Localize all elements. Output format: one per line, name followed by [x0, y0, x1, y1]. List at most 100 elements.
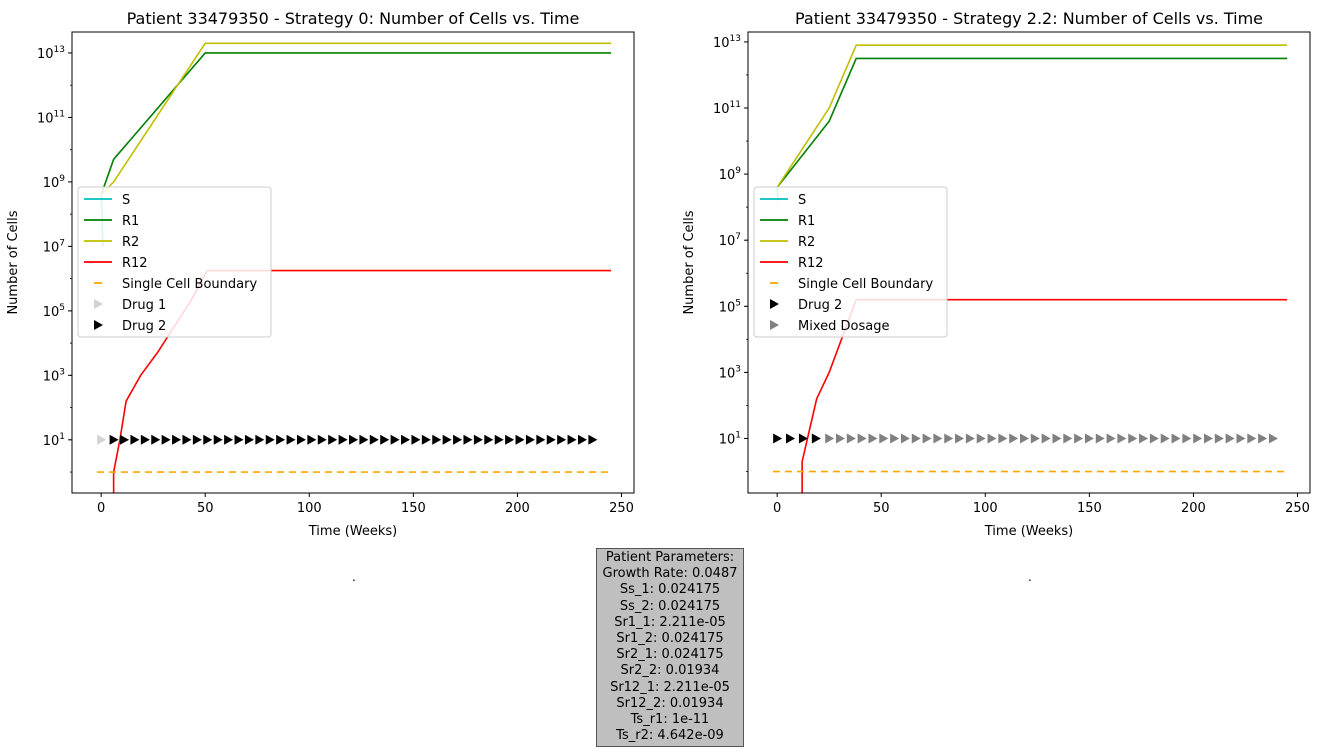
series-line-r1: [776, 57, 1288, 188]
dose-marker-mixed-dosage: [857, 433, 867, 444]
dose-marker-drug-2: [265, 434, 275, 445]
dose-marker-drug-2: [432, 434, 442, 445]
dose-marker-drug-2: [140, 434, 150, 445]
dose-marker-drug-2: [463, 434, 473, 445]
dose-marker-drug-2: [234, 434, 244, 445]
legend-label-r1: R1: [122, 214, 139, 229]
dose-marker-mixed-dosage: [836, 433, 846, 444]
left-footnote-dot: .: [352, 570, 356, 584]
x-tick-label: 200: [1181, 501, 1206, 516]
dose-marker-drug-2: [307, 434, 317, 445]
dose-marker-drug-2: [255, 434, 265, 445]
dose-marker-drug-2: [505, 434, 515, 445]
dose-marker-mixed-dosage: [987, 433, 997, 444]
y-tick-label: 101: [719, 430, 741, 447]
param-line: Patient Parameters:: [605, 550, 735, 565]
legend-label-r1: R1: [798, 214, 815, 229]
dose-marker-mixed-dosage: [1009, 433, 1019, 444]
legend-label-single-cell-boundary: Single Cell Boundary: [122, 277, 257, 292]
y-tick-label: 109: [43, 174, 66, 191]
dose-marker-drug-2: [338, 434, 348, 445]
dose-marker-mixed-dosage: [1149, 433, 1159, 444]
x-tick-label: 100: [973, 501, 998, 516]
dose-marker-drug-2: [203, 434, 213, 445]
dose-marker-mixed-dosage: [868, 433, 878, 444]
y-tick-label: 105: [719, 298, 741, 315]
dose-marker-drug-2: [557, 434, 567, 445]
plot-frame: [747, 31, 1311, 494]
dose-marker-mixed-dosage: [1128, 433, 1138, 444]
dose-marker-drug-2: [567, 434, 577, 445]
dose-marker-mixed-dosage: [1193, 433, 1203, 444]
dose-marker-mixed-dosage: [1236, 433, 1246, 444]
dose-marker-drug-2: [349, 434, 358, 445]
y-tick-label: 107: [719, 232, 741, 249]
legend-box: [753, 186, 948, 338]
chart-title: Patient 33479350 - Strategy 2.2: Number …: [795, 9, 1263, 28]
dose-marker-mixed-dosage: [1030, 433, 1040, 444]
dose-marker-mixed-dosage: [933, 433, 943, 444]
x-tick-label: 50: [197, 501, 214, 516]
legend-swatch-drug-2: [770, 299, 779, 309]
param-line: Ss_2: 0.024175: [619, 598, 721, 614]
y-tick-label: 101: [43, 432, 65, 449]
dose-marker-drug-2: [494, 434, 504, 445]
param-line: Sr1_1: 2.211e-05: [614, 614, 726, 630]
dose-marker-drug-2: [390, 434, 400, 445]
dose-marker-mixed-dosage: [1171, 433, 1181, 444]
dose-marker-mixed-dosage: [1182, 433, 1192, 444]
dose-marker-mixed-dosage: [1204, 433, 1214, 444]
dose-marker-drug-2: [577, 434, 587, 445]
x-tick-label: 200: [505, 501, 530, 516]
legend-label-drug-2: Drug 2: [122, 319, 166, 334]
legend-box: [77, 186, 272, 338]
dose-marker-drug-2: [525, 434, 535, 445]
dose-marker-drug-2: [546, 434, 556, 445]
series-line-r1: [100, 52, 612, 196]
chart-panel-2: Patient 33479350 - Strategy 2.2: Number …: [682, 9, 1311, 539]
plot-frame: [71, 31, 635, 494]
param-line: Sr2_2: 0.01934: [620, 663, 720, 679]
dose-marker-drug-2: [798, 433, 808, 444]
dose-marker-drug-2: [411, 434, 421, 445]
dose-marker-mixed-dosage: [1117, 433, 1127, 444]
param-line: Growth Rate: 0.0487: [602, 566, 738, 582]
y-tick-label: 107: [43, 238, 65, 255]
dose-marker-drug-2: [182, 434, 192, 445]
dose-marker-drug-2: [453, 434, 463, 445]
dose-marker-mixed-dosage: [1268, 433, 1278, 444]
dose-marker-mixed-dosage: [998, 433, 1008, 444]
param-line: Sr12_2: 0.01934: [616, 695, 724, 711]
dose-marker-mixed-dosage: [911, 433, 921, 444]
dose-marker-mixed-dosage: [900, 433, 910, 444]
dose-marker-drug-2: [773, 433, 783, 444]
dose-marker-mixed-dosage: [1052, 433, 1062, 444]
x-tick-label: 0: [773, 501, 781, 516]
dose-marker-mixed-dosage: [890, 433, 900, 444]
dose-marker-mixed-dosage: [1063, 433, 1073, 444]
dose-marker-mixed-dosage: [1225, 433, 1235, 444]
series-line-r2: [100, 42, 612, 196]
dose-marker-drug-2: [161, 434, 171, 445]
patient-parameters-box: Patient Parameters: Growth Rate: 0.0487 …: [596, 548, 744, 748]
dose-marker-drug-2: [120, 434, 130, 445]
x-axis-label: Time (Weeks): [308, 524, 397, 539]
x-tick-label: 150: [401, 501, 426, 516]
dose-marker-mixed-dosage: [1074, 433, 1084, 444]
dose-marker-mixed-dosage: [1214, 433, 1224, 444]
dose-marker-drug-2: [536, 434, 546, 445]
dose-marker-mixed-dosage: [976, 433, 986, 444]
legend-label-r2: R2: [122, 235, 139, 250]
series-line-r2: [776, 44, 1288, 188]
legend-label-r12: R12: [122, 256, 148, 271]
dose-marker-drug-2: [811, 433, 821, 444]
dose-marker-mixed-dosage: [1084, 433, 1094, 444]
chart-panel-1: Patient 33479350 - Strategy 0: Number of…: [6, 9, 635, 539]
legend-label-s: S: [122, 193, 130, 208]
y-tick-label: 105: [43, 303, 65, 320]
dose-marker-mixed-dosage: [922, 433, 932, 444]
y-tick-label: 109: [719, 166, 742, 183]
dose-marker-drug-2: [588, 434, 598, 445]
dose-marker-drug-2: [244, 434, 254, 445]
plot-area: [96, 42, 612, 493]
